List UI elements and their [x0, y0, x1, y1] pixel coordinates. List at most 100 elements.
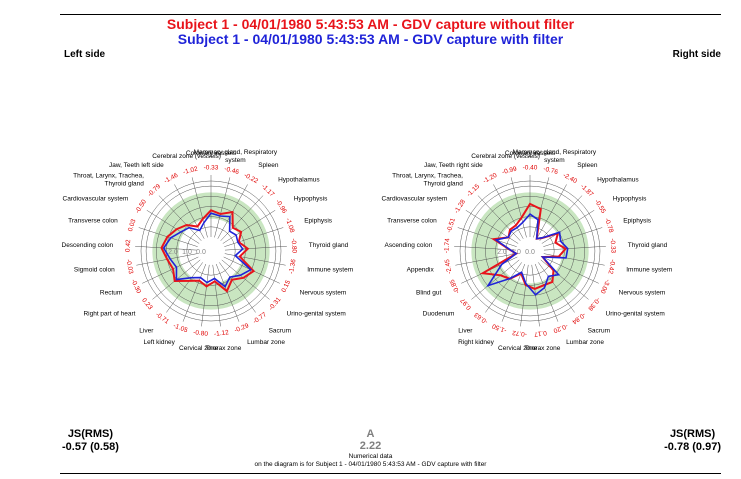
right-value-label: -0.51 [446, 217, 457, 234]
left-value-label: -0.46 [224, 166, 240, 177]
left-category-label-throat-larynx-trachea-thyroid-gland: Throat, Larynx, Trachea, Thyroid gland [73, 172, 144, 187]
left-scale-tick-label: 2.0 [168, 249, 178, 256]
right-value-label: -0.38 [586, 296, 601, 312]
left-grid-spoke [222, 210, 276, 244]
right-grid-spoke [543, 253, 605, 266]
left-grid-spoke [214, 177, 231, 238]
left-category-label-immune-system: Immune system [307, 266, 353, 273]
left-category-label-hypothalamus: Hypothalamus [278, 176, 320, 183]
right-category-label-right-kidney: Right kidney [458, 339, 495, 346]
left-value-label: -1.12 [214, 329, 230, 338]
left-value-label: -0.22 [243, 172, 260, 185]
right-value-label: -0.84 [570, 311, 586, 326]
right-category-label-immune-system: Immune system [626, 266, 672, 273]
left-category-label-lumbar-zone: Lumbar zone [247, 339, 285, 346]
right-grid-spoke [455, 253, 517, 266]
left-category-label-hypophysis: Hypophysis [294, 195, 328, 202]
left-grid-spoke [166, 262, 203, 313]
left-category-label-jaw-teeth-left-side: Jaw, Teeth left side [109, 162, 164, 169]
left-grid-spoke [224, 227, 284, 247]
right-category-label-lumbar-zone: Lumbar zone [566, 339, 604, 346]
right-series-with-filter [486, 213, 569, 296]
right-grid-spoke [540, 259, 589, 300]
left-category-label-thorax-zone: Thorax zone [205, 345, 242, 352]
bottom-rule [60, 473, 721, 474]
right-value-label: -2.45 [444, 258, 454, 274]
left-value-label: -0.80 [290, 238, 298, 254]
left-js-value: -0.57 (0.58) [62, 441, 119, 453]
right-category-label-cervical-zone: Cervical zone [498, 345, 538, 352]
right-scale-tick-label: 2.0 [497, 249, 507, 256]
left-grid-spoke [191, 177, 208, 238]
right-value-label: -0.20 [552, 322, 569, 334]
left-series-with-filter [162, 212, 253, 288]
left-value-label: -0.71 [154, 311, 170, 326]
left-category-label-epiphysis: Epiphysis [304, 217, 333, 224]
right-grid-spoke [539, 195, 583, 241]
left-category-label-liver: Liver [139, 327, 154, 334]
right-scale-tick-label: 0.0 [525, 249, 535, 256]
right-category-label-urino-genital-system: Urino-genital system [606, 310, 665, 317]
right-grid-spoke [465, 210, 519, 244]
right-value-label: -0.76 [543, 166, 559, 177]
left-js-block: JS(RMS) -0.57 (0.58) [62, 428, 119, 454]
left-value-label: -0.03 [124, 259, 134, 275]
right-radar-chart: 2.0 1.0 0.0-0.40-0.99-1.20-1.15-1.28-0.51-… [382, 149, 673, 352]
left-category-label-mammary-gland-respiratory-system: Mammary gland, Respiratory system [194, 149, 278, 164]
left-category-label-transverse-colon: Transverse colon [68, 217, 118, 224]
center-value: 2.22 [359, 440, 382, 452]
right-grid-spoke [538, 262, 575, 313]
left-category-label-nervous-system: Nervous system [300, 289, 347, 296]
right-category-label-thyroid-gland: Thyroid gland [628, 242, 668, 249]
left-value-label: 0.03 [127, 218, 138, 233]
left-value-label: -0.50 [134, 198, 148, 215]
right-side-label: Right side [672, 49, 721, 60]
left-value-label: -0.79 [147, 183, 163, 199]
left-category-label-rectum: Rectum [100, 289, 122, 296]
right-category-label-cerebral-zone-vessels: Cerebral zone (vessels) [471, 153, 540, 160]
center-letter: A [366, 428, 375, 440]
right-category-label-appendix: Appendix [407, 266, 435, 273]
right-js-label: JS(RMS) [669, 428, 716, 440]
right-js-value: -0.78 (0.97) [664, 441, 721, 453]
right-value-label: -2.40 [562, 172, 579, 185]
left-grid-spoke [142, 256, 199, 284]
left-grid-spoke [224, 245, 287, 251]
left-value-label: 0.15 [280, 279, 292, 294]
left-grid-spoke [135, 245, 198, 251]
right-grid-spoke [485, 262, 522, 313]
right-category-label-spleen: Spleen [577, 162, 598, 169]
right-grid-spoke [536, 184, 567, 239]
right-category-label-coronary-vessels: Coronary vessels [505, 150, 556, 157]
left-category-label-right-part-of-heart: Right part of heart [83, 310, 135, 317]
right-grid-spoke [541, 210, 595, 244]
left-side-label: Left side [64, 49, 106, 60]
right-category-label-hypothalamus: Hypothalamus [597, 176, 639, 183]
left-value-label: -0.77 [252, 311, 268, 326]
top-rule [60, 14, 721, 15]
left-grid-spoke [219, 262, 256, 313]
numerical-data-note: Numerical data [348, 453, 393, 460]
right-grid-spoke [510, 177, 527, 238]
right-value-label: -0.78 [603, 217, 614, 234]
right-grid-spoke [520, 264, 529, 327]
right-value-label: -0.42 [606, 259, 616, 275]
left-category-label-cervical-zone: Cervical zone [179, 345, 219, 352]
right-grid-spoke [471, 259, 520, 300]
left-grid-spoke [215, 263, 240, 322]
left-grid-spoke [201, 264, 210, 327]
right-category-label-mammary-gland-respiratory-system: Mammary gland, Respiratory system [513, 149, 597, 164]
right-category-label-throat-larynx-trachea-thyroid-gland: Throat, Larynx, Trachea, Thyroid gland [392, 172, 463, 187]
right-value-label: -0.99 [501, 165, 517, 176]
right-value-label: -1.15 [466, 183, 482, 199]
left-js-label: JS(RMS) [67, 428, 114, 440]
left-category-label-left-kidney: Left kidney [143, 339, 175, 346]
right-grid-spoke [477, 195, 521, 241]
left-category-label-cardiovascular-system: Cardiovascular system [63, 195, 129, 202]
left-grid-spoke [146, 210, 200, 244]
right-grid-spoke [533, 177, 550, 238]
right-value-label: -3.00 [598, 278, 611, 295]
right-category-label-cardiovascular-system: Cardiovascular system [382, 195, 448, 202]
right-category-label-nervous-system: Nervous system [619, 289, 666, 296]
right-grid-spoke [493, 184, 524, 239]
